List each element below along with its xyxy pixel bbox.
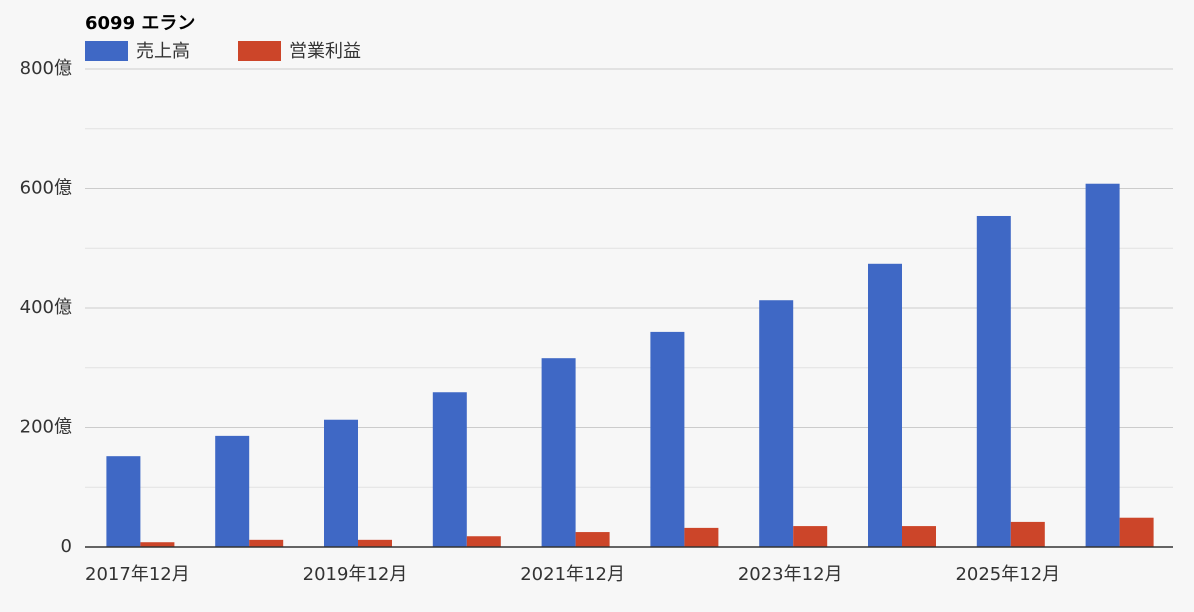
bar	[541, 358, 576, 547]
y-tick-label: 200億	[20, 417, 72, 438]
x-tick-label: 2025年12月	[955, 564, 1060, 585]
bar	[575, 532, 610, 547]
x-tick-label: 2019年12月	[303, 564, 408, 585]
bar	[358, 539, 392, 547]
y-tick-label: 800億	[20, 58, 72, 79]
x-tick-label: 2021年12月	[520, 564, 625, 585]
bar	[1085, 183, 1120, 547]
x-tick-label: 2023年12月	[738, 564, 843, 585]
bar	[324, 419, 358, 547]
bar	[759, 300, 794, 547]
bar	[249, 539, 284, 547]
y-tick-label: 400億	[20, 297, 72, 318]
bar	[106, 456, 141, 547]
legend-swatch	[85, 41, 128, 61]
bar	[650, 331, 685, 547]
bar	[1119, 517, 1154, 547]
x-tick-label: 2017年12月	[85, 564, 190, 585]
bar	[868, 263, 902, 547]
y-tick-label: 600億	[20, 178, 72, 199]
legend-label: 売上高	[136, 41, 190, 62]
bar	[684, 527, 719, 547]
bar	[976, 215, 1011, 548]
bar	[902, 526, 936, 547]
legend-label: 営業利益	[289, 41, 361, 62]
bar	[1010, 521, 1045, 547]
legend-swatch	[238, 41, 281, 61]
y-tick-label: 0	[61, 536, 72, 557]
bar	[432, 392, 467, 547]
bar	[466, 536, 501, 547]
bar	[793, 526, 828, 547]
bar	[140, 542, 175, 547]
chart-title: 6099 エラン	[85, 13, 195, 34]
bar	[215, 435, 250, 547]
